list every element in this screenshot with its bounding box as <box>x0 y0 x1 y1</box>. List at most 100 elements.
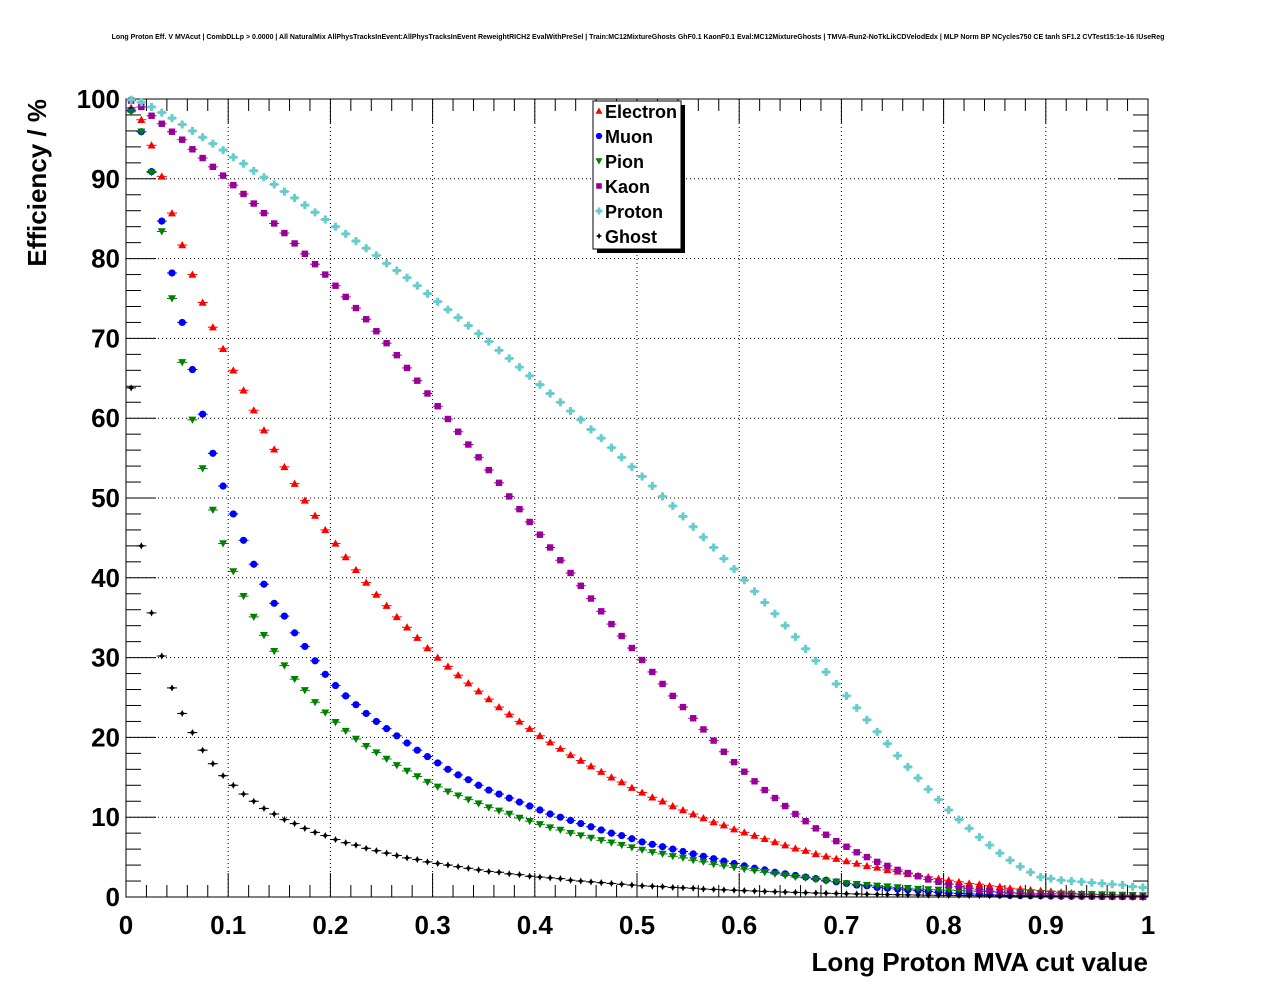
data-point-ghost <box>280 815 289 824</box>
data-point-electron <box>321 525 330 534</box>
data-point-electron <box>627 783 636 791</box>
data-point-proton <box>546 389 555 398</box>
data-point-proton <box>505 354 514 363</box>
data-point-pion <box>556 826 565 834</box>
data-point-pion <box>280 662 289 670</box>
data-point-kaon <box>873 858 881 866</box>
data-point-proton <box>259 173 268 182</box>
data-point-proton <box>167 114 176 123</box>
data-point-kaon <box>945 881 952 888</box>
data-point-proton <box>1128 882 1137 891</box>
data-point-ghost <box>577 877 585 885</box>
data-point-ghost <box>291 819 299 828</box>
data-point-electron <box>239 386 248 394</box>
data-point-muon <box>250 560 258 568</box>
data-point-pion <box>566 829 575 838</box>
data-point-pion <box>903 885 912 893</box>
data-point-ghost <box>209 760 217 768</box>
data-point-kaon <box>587 595 595 602</box>
y-tick-label: 90 <box>91 164 120 194</box>
data-point-pion <box>627 844 636 852</box>
data-point-pion <box>311 699 320 707</box>
data-point-proton <box>801 644 810 653</box>
data-point-pion <box>362 742 371 751</box>
data-point-kaon <box>148 112 155 119</box>
data-point-kaon <box>741 768 748 775</box>
data-point-proton <box>668 501 677 510</box>
data-point-proton <box>934 795 943 804</box>
data-point-pion <box>219 540 228 548</box>
data-point-muon <box>710 855 718 863</box>
legend-marker-proton <box>595 207 603 215</box>
data-point-proton <box>341 229 350 238</box>
data-point-kaon <box>659 680 666 688</box>
data-point-proton <box>914 774 923 783</box>
data-point-kaon <box>894 866 901 874</box>
data-point-muon <box>648 840 656 848</box>
y-tick-label: 30 <box>91 643 120 673</box>
x-axis-tick-labels: 0 0.1 0.2 0.3 0.4 0.5 0.6 0.7 0.8 0.9 1 <box>119 910 1155 940</box>
legend-label-pion: Pion <box>605 152 644 172</box>
data-point-kaon <box>812 825 820 832</box>
data-point-muon <box>291 629 299 637</box>
data-point-electron <box>709 817 718 826</box>
data-point-electron <box>648 793 657 801</box>
data-point-ghost <box>1098 893 1106 901</box>
data-point-proton <box>975 833 984 842</box>
data-point-proton <box>219 146 228 155</box>
data-point-pion <box>658 850 667 858</box>
data-point-pion <box>801 874 810 882</box>
data-point-pion <box>321 709 330 717</box>
data-point-kaon <box>700 726 707 733</box>
data-point-ghost <box>403 854 411 862</box>
data-point-electron <box>566 750 575 759</box>
data-point-electron <box>535 731 544 740</box>
data-point-proton <box>1046 874 1055 883</box>
data-point-muon <box>699 852 708 860</box>
series-proton <box>126 95 1148 892</box>
data-point-muon <box>239 536 248 544</box>
data-point-ghost <box>802 889 810 897</box>
data-point-proton <box>321 215 330 224</box>
data-point-muon <box>219 482 227 490</box>
data-point-pion <box>587 834 596 842</box>
legend-marker-electron <box>595 107 603 114</box>
data-point-proton <box>1098 879 1107 888</box>
data-point-ghost <box>863 890 871 898</box>
data-point-pion <box>770 870 779 878</box>
data-point-proton <box>985 841 994 850</box>
data-point-proton <box>627 462 636 471</box>
data-point-electron <box>137 115 146 123</box>
data-point-ghost <box>955 891 963 900</box>
data-point-ghost <box>147 609 156 617</box>
data-point-pion <box>167 295 176 303</box>
data-point-electron <box>740 828 749 836</box>
x-tick-label: 0.4 <box>517 910 554 940</box>
data-point-kaon <box>270 220 278 227</box>
data-point-pion <box>392 762 401 770</box>
data-point-electron <box>351 565 360 574</box>
data-point-muon <box>689 850 697 858</box>
data-point-ghost <box>229 781 237 789</box>
data-point-pion <box>822 877 831 886</box>
x-tick-label: 0.5 <box>619 910 655 940</box>
data-point-electron <box>699 813 708 822</box>
data-point-kaon <box>955 883 963 890</box>
data-point-electron <box>576 756 585 764</box>
data-point-ghost <box>607 879 616 888</box>
data-point-muon <box>577 819 585 828</box>
data-point-electron <box>382 601 391 609</box>
data-point-ghost <box>495 868 503 876</box>
data-point-kaon <box>465 441 472 448</box>
data-point-kaon <box>679 703 687 711</box>
data-point-electron <box>760 834 769 842</box>
data-point-ghost <box>474 866 483 874</box>
data-point-ghost <box>454 863 462 871</box>
data-point-proton <box>331 222 340 231</box>
data-point-pion <box>423 778 432 787</box>
data-point-electron <box>811 849 820 858</box>
data-point-kaon <box>383 339 390 347</box>
data-point-pion <box>505 810 514 819</box>
data-point-proton <box>750 587 759 596</box>
data-point-pion <box>198 465 207 473</box>
